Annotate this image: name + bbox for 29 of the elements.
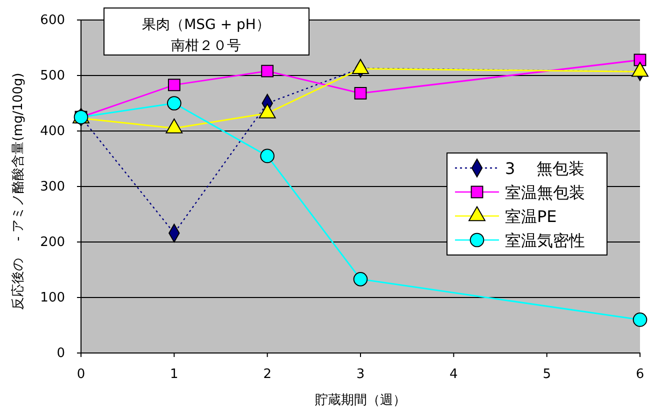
y-tick-label: 100	[40, 290, 65, 306]
legend-label: 3 無包装	[505, 159, 584, 178]
point	[166, 96, 182, 110]
x-tick-label: 0	[76, 367, 86, 382]
x-tick-label: 1	[170, 367, 178, 382]
y-tick-label: 300	[40, 180, 65, 195]
chart-title: 果肉（MSG + pH）	[142, 17, 270, 33]
point	[353, 272, 368, 286]
y-tick-label: 0	[56, 346, 65, 362]
y-tick-label: 400	[40, 124, 65, 140]
point	[354, 87, 367, 100]
x-tick-label: 4	[450, 367, 458, 382]
point	[168, 78, 180, 92]
y-axis-title: 反応後の - アミノ酪酸含量(mg/100g)	[10, 72, 26, 310]
point	[632, 312, 648, 327]
y-tick-label: 200	[40, 235, 65, 250]
point	[261, 64, 274, 78]
x-tick-label: 3	[356, 367, 365, 382]
x-tick-label: 5	[542, 367, 551, 382]
text: 南柑２０号	[171, 38, 241, 54]
x-axis-title: 貯蔵期間（週）	[315, 393, 406, 408]
legend-label: 室温PE	[505, 207, 557, 226]
y-tick-label: 600	[40, 13, 65, 28]
legend-label: 室温気密性	[505, 231, 585, 250]
x-tick-label: 6	[636, 367, 644, 382]
point	[260, 148, 275, 164]
x-tick-label: 2	[263, 367, 272, 382]
legend-label: 室温無包装	[505, 183, 585, 202]
y-tick-label: 500	[40, 68, 65, 84]
